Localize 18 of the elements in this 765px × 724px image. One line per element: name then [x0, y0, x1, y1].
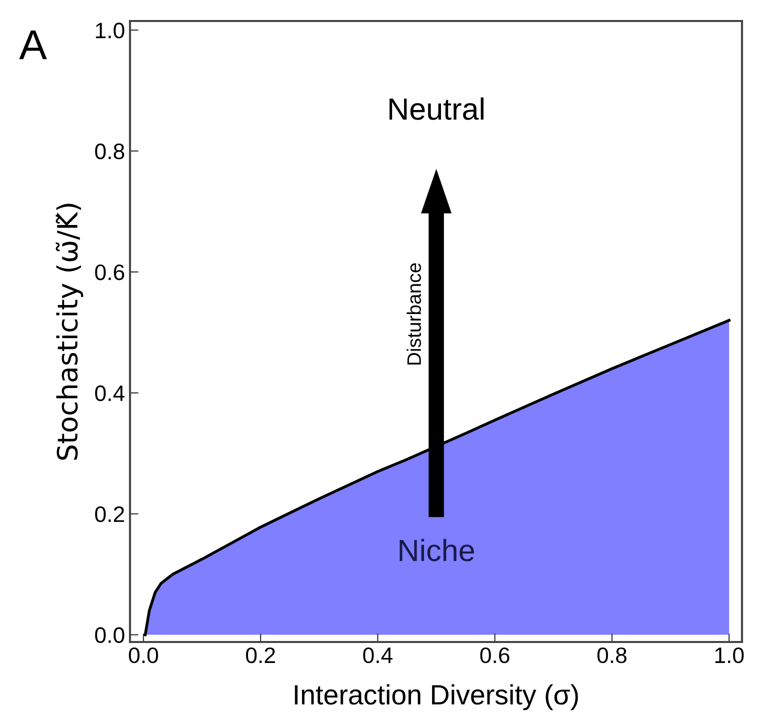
x-tick-label: 0.2 — [246, 647, 275, 664]
annotation: Neutral — [390, 97, 484, 120]
y-tick-label: 0.2 — [95, 506, 124, 522]
x-tick-label: 0.0 — [128, 647, 158, 664]
x-tick-label: 0.4 — [363, 647, 393, 664]
x-tick-label: 0.6 — [480, 647, 510, 664]
y-tick-label: 0.8 — [95, 144, 124, 160]
x-tick-label: 1.0 — [715, 647, 744, 664]
y-axis-title: Stochasticity (ω̃/K̃) — [56, 204, 84, 460]
x-tick-label: 0.8 — [597, 647, 626, 664]
y-tick-label: 0.0 — [95, 627, 124, 644]
y-tick-label: 0.4 — [95, 385, 124, 402]
y-tick-label: 1.0 — [96, 22, 124, 38]
y-tick-label: 0.6 — [95, 264, 124, 280]
x-axis-title: Interaction Diversity (σ) — [294, 684, 578, 710]
annotation: Disturbance — [406, 263, 422, 365]
annotation: Niche — [400, 538, 474, 562]
text: A — [19, 30, 47, 60]
